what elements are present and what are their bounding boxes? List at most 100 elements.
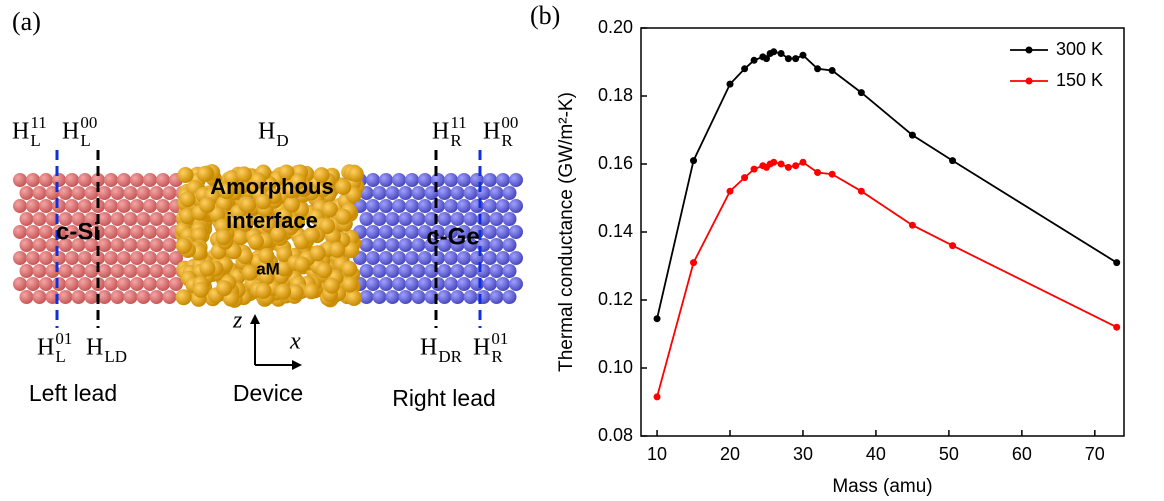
atom	[392, 199, 406, 213]
atom	[117, 199, 131, 213]
atom	[192, 281, 209, 298]
atom	[502, 290, 517, 304]
atom	[329, 241, 346, 258]
panel-label: (b)	[530, 1, 560, 30]
atom	[405, 251, 419, 265]
atom	[316, 262, 333, 279]
atom	[303, 226, 320, 243]
y-tick-label: 0.10	[598, 357, 633, 377]
data-point	[792, 55, 800, 63]
atom	[372, 290, 387, 304]
atom	[78, 277, 92, 291]
atom	[13, 251, 27, 265]
atom	[169, 277, 183, 291]
atom	[509, 251, 523, 265]
data-point	[750, 56, 758, 64]
atom	[313, 167, 330, 184]
atom	[19, 238, 34, 252]
atom	[32, 290, 47, 304]
atom	[502, 264, 517, 278]
atom	[509, 199, 523, 213]
section-label: Right lead	[392, 385, 496, 411]
atom	[450, 238, 465, 252]
atom	[39, 277, 53, 291]
data-point	[741, 174, 749, 182]
hamiltonian: H	[37, 335, 54, 361]
hamiltonian-sub: R	[491, 347, 503, 366]
data-point	[770, 158, 778, 166]
atom	[136, 264, 151, 278]
hamiltonian: H	[86, 335, 103, 361]
y-tick-label: 0.18	[598, 85, 633, 105]
y-tick-label: 0.08	[598, 425, 633, 445]
atom	[123, 212, 138, 226]
data-point	[857, 89, 865, 97]
atom	[65, 199, 79, 213]
atom	[411, 186, 426, 200]
atom	[117, 277, 131, 291]
hamiltonian: H	[12, 119, 29, 145]
atom	[39, 251, 53, 265]
atom	[71, 186, 86, 200]
atom	[379, 225, 393, 239]
atom	[278, 164, 295, 181]
atom	[276, 246, 293, 263]
atom	[290, 173, 307, 190]
atom	[179, 208, 196, 225]
atom	[78, 199, 92, 213]
atom	[26, 225, 40, 239]
hamiltonian-sup: 00	[501, 113, 518, 132]
x-tick-label: 40	[866, 444, 886, 464]
atom	[78, 251, 92, 265]
atom	[216, 280, 233, 297]
atom	[250, 172, 267, 189]
atom	[450, 290, 465, 304]
data-line	[656, 50, 1118, 319]
atom	[450, 212, 465, 226]
atom	[32, 238, 47, 252]
atom	[78, 173, 92, 187]
atom	[149, 264, 164, 278]
atom	[199, 260, 216, 277]
atom	[58, 238, 73, 252]
atom	[110, 238, 125, 252]
atom	[405, 199, 419, 213]
atom	[65, 173, 79, 187]
atom	[177, 166, 194, 183]
atom	[431, 251, 445, 265]
atom	[84, 290, 99, 304]
hamiltonian-sup: 11	[30, 113, 46, 132]
atom	[39, 173, 53, 187]
atom	[372, 264, 387, 278]
atom	[71, 290, 86, 304]
data-point	[814, 65, 822, 73]
data-point	[1113, 323, 1121, 331]
atom	[149, 290, 164, 304]
atom	[470, 277, 484, 291]
atom	[496, 277, 510, 291]
atom-model	[13, 164, 523, 308]
atom	[359, 212, 374, 226]
hamiltonian-sub: LD	[104, 347, 127, 366]
atom	[110, 186, 125, 200]
atom	[489, 264, 504, 278]
data-point	[799, 158, 807, 166]
data-point	[828, 67, 836, 74]
atom	[110, 264, 125, 278]
hamiltonian-sup: 01	[491, 329, 508, 348]
atom	[444, 277, 458, 291]
hamiltonian: H	[473, 335, 490, 361]
atom	[65, 277, 79, 291]
atom	[398, 264, 413, 278]
hamiltonian-sub: DR	[438, 347, 462, 366]
data-point	[762, 55, 770, 63]
atom	[379, 173, 393, 187]
atom	[258, 247, 275, 264]
atom	[110, 290, 125, 304]
atom	[39, 225, 53, 239]
atom	[65, 251, 79, 265]
atom	[179, 191, 196, 208]
atom	[156, 251, 170, 265]
atom	[13, 199, 27, 213]
atom	[347, 165, 364, 182]
